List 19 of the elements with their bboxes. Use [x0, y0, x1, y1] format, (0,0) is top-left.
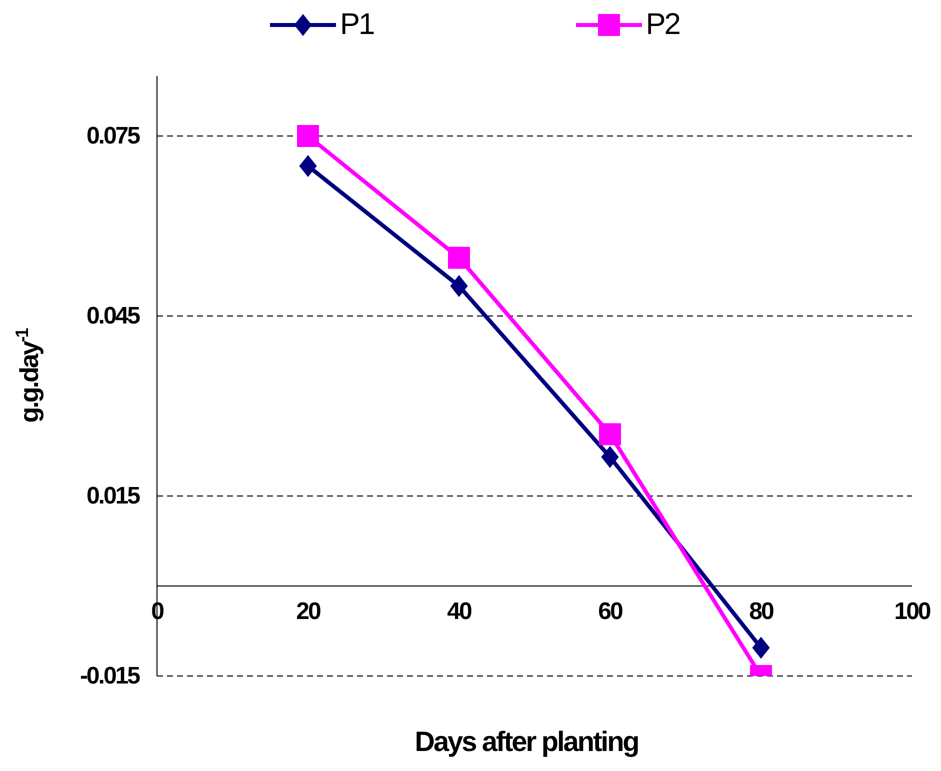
y-tick-label: 0.015: [86, 482, 140, 510]
y-tick-label: 0.075: [86, 122, 140, 150]
point: [601, 446, 619, 468]
legend-label: P1: [340, 8, 374, 42]
x-tick-label: 20: [296, 598, 321, 625]
x-tick-label: 40: [447, 598, 472, 625]
y-tick-label: 0.045: [86, 302, 140, 330]
x-tick-label: 60: [598, 598, 623, 625]
y-tick-label: -0.015: [80, 662, 140, 690]
point: [599, 423, 621, 446]
point: [448, 246, 470, 269]
legend-label: P2: [646, 8, 680, 42]
point: [297, 125, 319, 147]
point: [450, 275, 468, 297]
x-axis-title: Days after planting: [414, 726, 639, 757]
x-tick-label: 80: [749, 598, 774, 625]
x-tick-label: 100: [894, 598, 931, 625]
point: [299, 155, 317, 177]
point: [752, 636, 770, 659]
